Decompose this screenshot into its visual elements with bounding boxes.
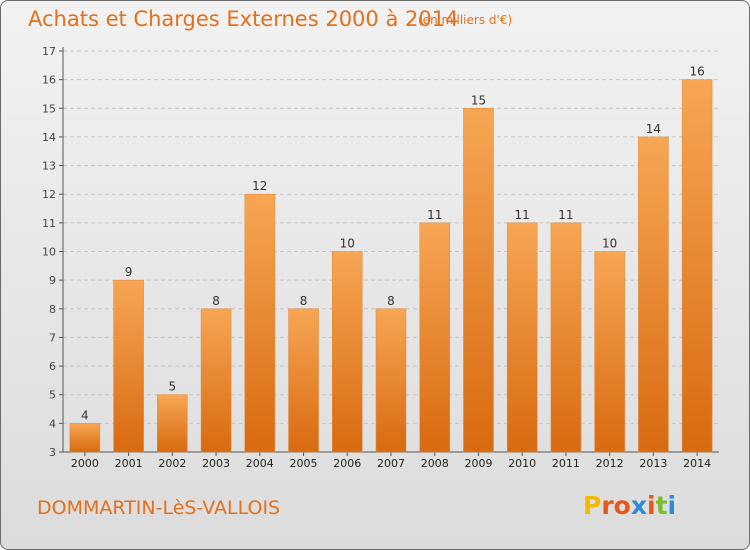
bar-2011 bbox=[550, 222, 582, 453]
value-label-2003: 8 bbox=[212, 294, 220, 308]
logo-letter: P bbox=[583, 491, 602, 520]
y-tick-label: 15 bbox=[42, 102, 56, 115]
value-label-2009: 15 bbox=[471, 93, 486, 107]
value-label-2008: 11 bbox=[427, 208, 442, 222]
y-tick-label: 8 bbox=[49, 303, 56, 316]
chart-unit: (en milliers d'€) bbox=[418, 13, 513, 27]
logo-letter: i bbox=[647, 491, 656, 520]
y-tick-label: 9 bbox=[49, 274, 56, 287]
bar-2012 bbox=[594, 251, 625, 453]
value-label-2012: 10 bbox=[602, 237, 617, 251]
y-tick-label: 7 bbox=[49, 331, 56, 344]
y-tick-label: 6 bbox=[49, 360, 56, 373]
value-label-2002: 5 bbox=[169, 380, 177, 394]
value-label-2000: 4 bbox=[81, 408, 89, 422]
value-label-2005: 8 bbox=[300, 294, 308, 308]
logo-letter: t bbox=[655, 491, 668, 520]
value-label-2004: 12 bbox=[252, 179, 267, 193]
logo-letter: x bbox=[630, 491, 647, 520]
bar-2010 bbox=[506, 222, 538, 453]
y-tick-label: 12 bbox=[42, 188, 56, 201]
x-tick-label-2004: 2004 bbox=[246, 457, 274, 470]
x-tick-label-2008: 2008 bbox=[421, 457, 449, 470]
bar-2008 bbox=[419, 222, 450, 453]
x-tick-label-2001: 2001 bbox=[115, 457, 143, 470]
bar-2004 bbox=[244, 193, 276, 453]
value-label-2010: 11 bbox=[515, 208, 530, 222]
x-tick-label-2002: 2002 bbox=[158, 457, 186, 470]
x-tick-label-2012: 2012 bbox=[596, 457, 624, 470]
value-label-2001: 9 bbox=[125, 265, 133, 279]
bar-2014 bbox=[681, 79, 713, 453]
bar-2001 bbox=[113, 279, 144, 453]
x-tick-label-2013: 2013 bbox=[639, 457, 667, 470]
bar-2003 bbox=[200, 308, 232, 453]
bar-2000 bbox=[69, 423, 101, 453]
value-label-2013: 14 bbox=[646, 122, 661, 136]
bar-2007 bbox=[375, 308, 407, 453]
logo-letter: o bbox=[613, 491, 631, 520]
x-tick-label-2007: 2007 bbox=[377, 457, 405, 470]
labels: 3 4 5 6 7 8 9 10 11 12 13 14 15 16 17 4 2000 9 2001 5 2002 8 2… bbox=[42, 45, 711, 470]
y-tick-label: 11 bbox=[42, 217, 56, 230]
value-label-2011: 11 bbox=[558, 208, 573, 222]
x-tick-label-2003: 2003 bbox=[202, 457, 230, 470]
value-label-2014: 16 bbox=[689, 65, 704, 79]
bar-2009 bbox=[463, 108, 494, 453]
bar-2005 bbox=[288, 308, 319, 453]
y-tick-label: 3 bbox=[49, 446, 56, 459]
proxiti-logo[interactable]: Proxiti bbox=[583, 491, 676, 520]
y-tick-label: 17 bbox=[42, 45, 56, 58]
x-tick-label-2014: 2014 bbox=[683, 457, 711, 470]
x-tick-label-2010: 2010 bbox=[508, 457, 536, 470]
y-tick-label: 13 bbox=[42, 160, 56, 173]
logo-letter: r bbox=[601, 491, 614, 520]
x-tick-label-2005: 2005 bbox=[290, 457, 318, 470]
x-tick-label-2011: 2011 bbox=[552, 457, 580, 470]
bars bbox=[69, 79, 713, 453]
y-tick-label: 4 bbox=[49, 417, 56, 430]
bar-2006 bbox=[332, 251, 363, 453]
x-tick-label-2009: 2009 bbox=[464, 457, 492, 470]
place-name: DOMMARTIN-LèS-VALLOIS bbox=[37, 497, 281, 519]
value-label-2006: 10 bbox=[340, 237, 355, 251]
chart-title: Achats et Charges Externes 2000 à 2014 bbox=[28, 7, 459, 31]
x-tick-label-2006: 2006 bbox=[333, 457, 361, 470]
logo-letter: i bbox=[667, 491, 677, 520]
y-tick-label: 10 bbox=[42, 246, 56, 259]
value-label-2007: 8 bbox=[387, 294, 395, 308]
bar-2013 bbox=[638, 136, 669, 453]
bar-2002 bbox=[157, 394, 188, 453]
y-tick-label: 5 bbox=[49, 389, 56, 402]
x-tick-label-2000: 2000 bbox=[71, 457, 99, 470]
y-tick-label: 16 bbox=[42, 74, 56, 87]
y-tick-label: 14 bbox=[42, 131, 56, 144]
